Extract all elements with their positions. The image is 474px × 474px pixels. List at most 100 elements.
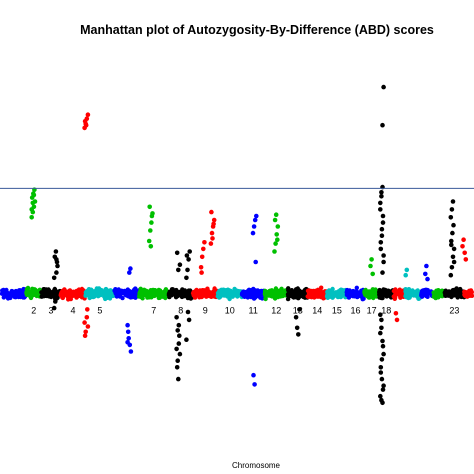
peak-point-chr18 <box>378 370 384 375</box>
x-tick-label-10: 10 <box>225 306 235 316</box>
peak-point-chr11 <box>252 382 257 387</box>
band-point <box>60 295 65 300</box>
peak-point-chr18 <box>379 226 385 232</box>
band-point <box>419 291 424 297</box>
band-point <box>316 291 321 296</box>
band-point <box>45 293 50 298</box>
band-point <box>86 287 92 292</box>
band-point <box>395 291 400 296</box>
peak-point-chr18 <box>381 351 386 357</box>
x-tick-label-2: 2 <box>31 306 36 316</box>
peak-point-chr19 <box>394 317 400 323</box>
band-point <box>13 289 18 294</box>
chromosome-band-17 <box>362 287 382 301</box>
chromosome-band-15 <box>324 286 349 300</box>
peak-point-chr8 <box>186 317 192 323</box>
band-point <box>198 294 203 299</box>
band-point <box>96 290 101 295</box>
peak-point-chr8 <box>185 267 190 273</box>
chromosome-band-19 <box>391 287 408 301</box>
band-point <box>352 290 357 296</box>
band-point <box>334 291 340 297</box>
peak-point-chr9 <box>210 236 215 241</box>
band-point <box>242 291 248 297</box>
band-point <box>321 296 326 301</box>
peak-point-chr12 <box>272 249 277 254</box>
peak-point-chr9 <box>209 209 214 215</box>
band-point <box>203 289 208 294</box>
peak-point-chr11 <box>251 224 257 229</box>
chromosome-band-12 <box>262 286 290 302</box>
peak-point-chr7 <box>147 204 152 210</box>
band-point <box>161 290 166 296</box>
band-point <box>180 287 185 292</box>
band-point <box>449 293 455 298</box>
peak-point-chr18 <box>379 376 385 382</box>
peak-point-chr12 <box>275 224 281 229</box>
peak-point-chr18 <box>379 194 384 199</box>
band-point <box>219 287 224 292</box>
peak-point-chr9 <box>201 246 206 252</box>
peak-point-chr24 <box>463 257 469 262</box>
peak-point-chr18 <box>378 330 383 336</box>
band-point <box>416 296 421 301</box>
peak-point-chr24 <box>460 244 465 249</box>
peak-point-chr8 <box>186 257 191 262</box>
band-point <box>105 295 110 300</box>
band-point <box>365 294 370 299</box>
band-point <box>397 287 402 292</box>
peak-point-chr8 <box>176 267 181 273</box>
peak-point-chr21 <box>424 263 429 269</box>
band-point <box>107 288 112 293</box>
band-point <box>133 295 138 300</box>
peak-point-chr4 <box>85 112 91 117</box>
peak-point-chr2 <box>31 192 37 198</box>
x-tick-label-12: 12 <box>271 306 281 316</box>
peak-point-chr3 <box>53 296 58 302</box>
band-point <box>354 285 359 290</box>
band-point <box>359 294 364 299</box>
band-point <box>212 286 217 291</box>
peak-point-chr23 <box>450 199 456 204</box>
band-point <box>172 292 177 297</box>
band-point <box>41 287 46 292</box>
band-point <box>263 296 268 301</box>
peak-point-chr24 <box>462 250 468 256</box>
peak-point-chr6 <box>128 266 133 271</box>
peak-point-chr6 <box>127 270 132 275</box>
chromosome-band-8 <box>166 287 195 301</box>
peak-point-chr18 <box>381 259 386 265</box>
band-point <box>414 290 420 296</box>
x-tick-label-5: 5 <box>97 306 102 316</box>
band-point <box>346 293 351 298</box>
band-point <box>455 291 461 296</box>
band-point <box>5 296 11 301</box>
band-point <box>362 290 367 295</box>
x-tick-label-8: 8 <box>178 306 183 316</box>
peak-point-chr7 <box>149 220 154 225</box>
band-point <box>296 296 301 301</box>
peak-point-chr4 <box>85 307 90 312</box>
band-point <box>32 287 37 292</box>
peak-point-chr17 <box>370 271 376 277</box>
peak-point-chr9 <box>211 217 217 223</box>
peak-point-chr13 <box>293 315 299 320</box>
chromosome-band-10 <box>215 286 244 302</box>
peak-point-chr18 <box>378 365 384 370</box>
peak-point-chr4 <box>83 122 89 128</box>
peak-point-chr18 <box>380 400 385 406</box>
band-point <box>319 285 324 290</box>
peak-point-chr2 <box>30 200 36 206</box>
x-tick-label-13: 13 <box>293 306 303 316</box>
band-point <box>305 294 310 299</box>
peak-point-chr18 <box>378 207 383 212</box>
band-point <box>197 290 202 295</box>
peak-point-chr6 <box>125 322 130 328</box>
peak-point-chr2 <box>29 215 34 220</box>
band-point <box>86 292 92 297</box>
band-point <box>216 293 222 298</box>
peak-point-chr18 <box>379 190 384 195</box>
x-tick-labels: 2 3 4 5 7 8 9 10 11 12 13 14 15 16 17 18 23 <box>31 306 459 316</box>
band-point <box>275 291 280 297</box>
